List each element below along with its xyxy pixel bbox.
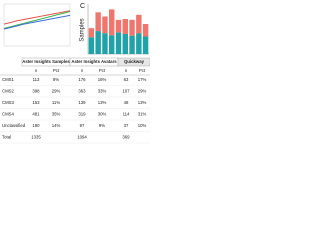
bar-segment [109,9,115,36]
row-label: CMS2 [2,89,15,94]
table-cell: 107 [122,89,130,94]
bar-segment [129,35,135,54]
line [3,11,71,29]
table-cell: 11% [52,100,60,105]
table-cell: 190 [32,123,40,128]
line [3,14,71,30]
bar-segment [142,24,149,37]
bar-segment [95,12,101,32]
table-cell: 481 [32,112,40,117]
bar-segment [122,34,128,54]
table-cell: 13% [138,100,147,105]
y-axis-label: Samples [80,18,86,41]
column-header: Pct [139,68,146,73]
table-cell: 63 [124,77,129,82]
table-cell: 153 [32,100,40,105]
table-cell: 97 [80,123,85,128]
table-cell: 29% [138,89,147,94]
table-cell: 17% [138,77,147,82]
table-cell: 369 [122,135,130,140]
bar-segment [115,32,122,54]
group-header: Aster Insights Samples [22,59,70,64]
bar-segment [102,16,108,34]
table-cell: 1335 [31,135,41,140]
column-header: n [35,68,38,73]
table-cell: 113 [33,77,40,82]
column-header: n [81,68,84,73]
group-header: Aster Insights Avatars [71,59,117,64]
table-cell: 139 [78,100,86,105]
table-cell: 31% [138,112,147,117]
row-label: Total [2,135,11,140]
table-cell: 114 [123,112,130,117]
table-cell: 30% [98,112,107,117]
table-cell: 10% [138,123,147,128]
bar-segment [95,31,101,54]
table-cell: 13% [98,100,107,105]
table-cell: 33% [98,89,107,94]
row-label: CMS1 [2,77,15,82]
bar-segment [109,35,115,54]
bar-segment [136,14,142,34]
table-cell: 176 [78,77,86,82]
table-cell: 16% [98,77,107,82]
column-header: Pct [99,68,106,73]
table-cell: 319 [78,112,86,117]
column-header: Pct [53,68,60,73]
row-label: Unclassified [2,123,26,128]
table-cell: 9% [99,123,105,128]
bar-segment [102,33,108,54]
group-header-cell [117,57,150,67]
table-cell: 37 [124,123,129,128]
bar-segment [142,36,149,54]
row-label: CMS4 [2,112,15,117]
bar-segment [88,28,95,38]
table-cell: 14% [52,123,61,128]
group-header: Quickway [124,59,145,64]
bar-segment [115,19,122,33]
bar-segment [122,19,128,34]
plot-frame [3,3,71,47]
table-cell: 8% [53,77,59,82]
bar-segment [136,33,142,54]
table-cell: 29% [52,89,61,94]
table-cell: 363 [78,89,86,94]
row-label: CMS3 [2,100,15,105]
bar-segment [88,37,95,54]
line [3,10,71,25]
panel-label: C [80,3,85,10]
table-cell: 48 [124,100,129,105]
column-header: n [125,68,128,73]
bar-segment [129,19,135,36]
table-cell: 398 [32,89,40,94]
figure: C Samples Aster Insights Samples Aster Insi… [0,0,150,150]
table-cell: 35% [52,112,61,117]
table-cell: 1094 [77,135,87,140]
